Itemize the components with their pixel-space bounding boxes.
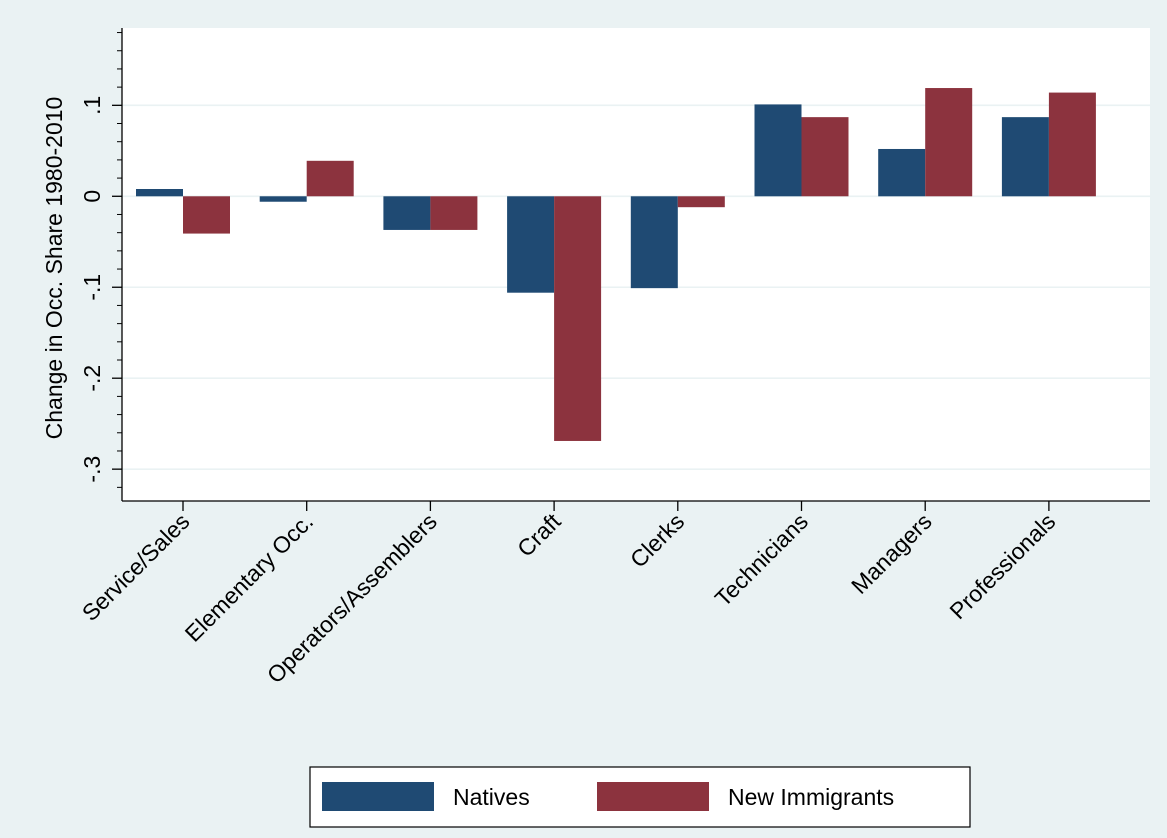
legend-label-natives: Natives — [453, 784, 530, 810]
legend-label-new-immigrants: New Immigrants — [728, 784, 894, 810]
bar-new-immigrants — [677, 196, 725, 208]
bar-natives — [1001, 117, 1049, 197]
bar-new-immigrants — [430, 196, 478, 230]
y-axis-ticks: -.3 -.2 -.1 0 .1 — [79, 32, 122, 488]
y-tick-label: 0 — [79, 190, 105, 203]
bar-natives — [878, 148, 926, 197]
legend-swatch-natives — [322, 782, 434, 811]
bar-natives — [259, 196, 307, 202]
bar-natives — [136, 189, 183, 197]
y-tick-label: -.2 — [79, 365, 105, 392]
bar-new-immigrants — [1048, 92, 1096, 197]
bar-natives — [630, 196, 678, 289]
legend: Natives New Immigrants — [309, 766, 971, 828]
y-axis-label: Change in Occ. Share 1980-2010 — [41, 97, 67, 440]
bar-natives — [507, 196, 555, 293]
y-tick-label: -.3 — [79, 456, 105, 483]
bar-natives — [754, 104, 802, 197]
bars — [136, 88, 1096, 441]
bar-new-immigrants — [801, 117, 849, 197]
bar-new-immigrants — [306, 160, 354, 197]
y-tick-label: .1 — [79, 96, 105, 115]
bar-new-immigrants — [554, 196, 602, 441]
bar-new-immigrants — [183, 196, 230, 234]
bar-new-immigrants — [925, 88, 973, 197]
bar-natives — [383, 196, 431, 230]
y-tick-label: -.1 — [79, 274, 105, 301]
legend-swatch-new-immigrants — [597, 782, 709, 811]
